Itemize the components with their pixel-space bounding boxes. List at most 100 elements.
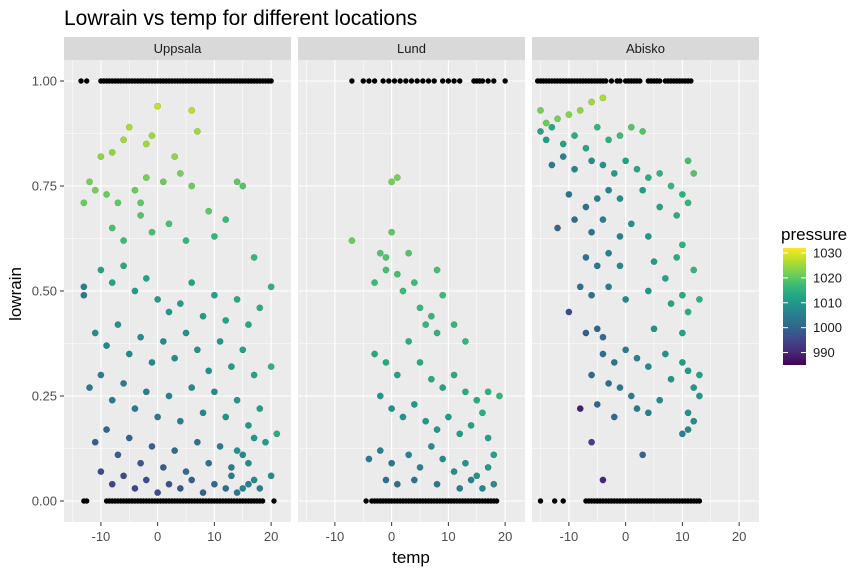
- data-point: [416, 358, 424, 366]
- data-point: [125, 123, 133, 131]
- facet-strip-label: Uppsala: [154, 41, 202, 56]
- data-point: [91, 438, 99, 446]
- data-point: [216, 337, 224, 345]
- data-point: [193, 438, 201, 446]
- data-point: [120, 379, 127, 387]
- data-point-zero: [552, 498, 558, 504]
- data-point: [125, 350, 133, 358]
- data-point: [114, 451, 122, 459]
- data-point-one: [84, 78, 90, 84]
- data-point: [382, 358, 390, 366]
- data-point: [616, 262, 624, 270]
- data-point: [228, 472, 235, 480]
- y-tick-label: 0.00: [32, 494, 57, 509]
- data-point: [571, 165, 578, 173]
- data-point: [210, 232, 218, 240]
- data-point: [690, 266, 698, 274]
- data-point: [120, 262, 127, 270]
- data-point: [678, 190, 686, 198]
- data-point-one: [360, 78, 366, 84]
- x-tick-label: 20: [498, 529, 512, 544]
- data-point: [678, 430, 686, 438]
- data-point: [439, 455, 447, 463]
- data-point: [622, 295, 630, 303]
- data-point: [467, 476, 475, 484]
- data-point: [496, 392, 503, 400]
- data-point: [450, 321, 458, 328]
- data-point: [410, 279, 418, 286]
- data-point: [393, 371, 401, 379]
- data-point: [548, 123, 556, 131]
- x-tick-label: -10: [325, 529, 344, 544]
- data-point: [108, 224, 116, 232]
- data-point: [233, 447, 241, 454]
- data-point: [393, 480, 401, 488]
- data-point: [576, 107, 584, 114]
- data-point-zero: [560, 498, 566, 504]
- data-point: [120, 472, 127, 480]
- data-point-one: [688, 78, 694, 84]
- data-point: [137, 199, 145, 207]
- data-point: [245, 421, 252, 429]
- data-point: [148, 132, 156, 140]
- data-point: [599, 216, 607, 224]
- data-point: [176, 484, 184, 492]
- data-point: [188, 107, 196, 114]
- color-legend: pressure 990 1000 1010 1020 1030: [781, 225, 847, 365]
- data-point: [97, 468, 105, 475]
- data-point: [599, 94, 607, 102]
- data-point: [422, 417, 430, 425]
- data-point: [205, 207, 213, 215]
- data-point: [131, 287, 139, 295]
- data-point: [171, 153, 179, 161]
- data-point: [639, 451, 647, 459]
- data-point: [256, 405, 264, 412]
- x-tick-label: 0: [388, 529, 395, 544]
- data-point: [484, 434, 492, 442]
- legend-tick-label: 1000: [813, 320, 842, 335]
- data-point: [473, 396, 481, 404]
- facet-strip-label: Lund: [397, 41, 426, 56]
- data-point: [616, 195, 624, 203]
- legend-title: pressure: [781, 225, 847, 244]
- data-point: [599, 476, 607, 484]
- legend-colorbar: [783, 248, 806, 365]
- data-point: [80, 199, 88, 207]
- data-point: [542, 119, 550, 127]
- data-point: [80, 291, 88, 299]
- data-point: [582, 203, 590, 211]
- data-point: [365, 455, 373, 463]
- data-point: [120, 237, 127, 245]
- data-point: [610, 169, 618, 177]
- data-point-one: [425, 78, 432, 84]
- data-point: [267, 363, 275, 370]
- x-axis-label: temp: [392, 548, 430, 567]
- data-point-one: [371, 78, 378, 84]
- data-point: [605, 283, 613, 291]
- data-point: [371, 279, 379, 286]
- data-point: [131, 484, 139, 492]
- data-point: [393, 174, 401, 182]
- data-point-zero: [537, 498, 544, 504]
- data-point: [610, 413, 618, 421]
- data-point: [154, 295, 162, 303]
- data-point-one: [403, 78, 409, 84]
- data-point: [673, 253, 681, 261]
- data-point: [388, 459, 396, 467]
- data-point: [622, 346, 630, 354]
- data-point: [650, 258, 658, 265]
- data-point: [239, 484, 247, 492]
- data-point: [176, 169, 184, 177]
- data-point: [456, 430, 464, 438]
- facet-strip: [64, 37, 291, 60]
- data-point: [131, 186, 139, 194]
- data-point: [433, 329, 441, 337]
- data-point: [696, 295, 703, 303]
- data-point: [222, 216, 230, 224]
- data-point: [210, 388, 218, 396]
- data-point: [199, 489, 207, 496]
- data-point: [667, 300, 675, 307]
- data-point: [422, 321, 430, 328]
- data-point: [479, 409, 486, 417]
- data-point: [684, 426, 692, 433]
